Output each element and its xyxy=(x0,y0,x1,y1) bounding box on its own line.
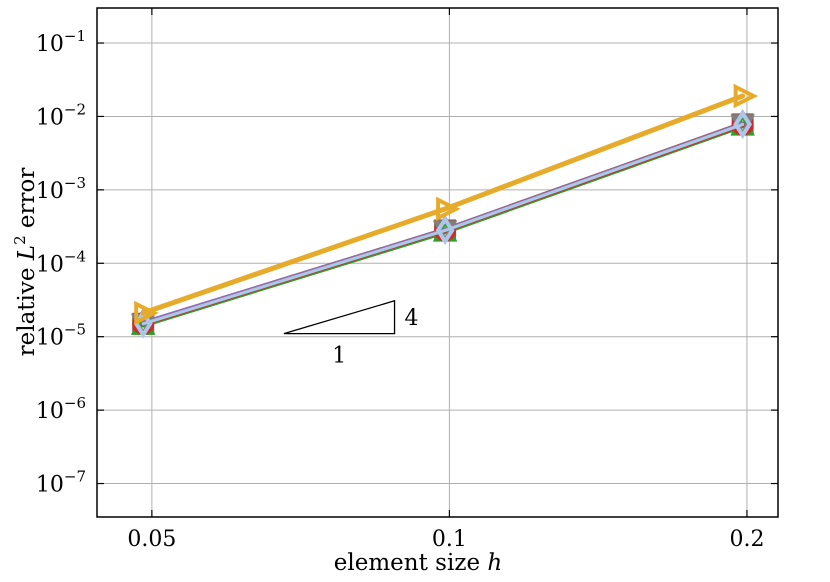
slope-rise-label: 4 xyxy=(405,306,419,331)
slope-triangle-shape xyxy=(283,299,396,335)
x-tick-label: 0.2 xyxy=(729,527,764,552)
tick-layer: 0.05 0.1 0.2 10−7 10−6 10−5 10−4 10−3 10−2 10−1 xyxy=(36,8,778,552)
diamond-marker xyxy=(435,215,455,246)
series-line xyxy=(141,122,745,326)
y-tick-label: 10−4 xyxy=(36,247,86,277)
triangle-right-marker xyxy=(134,300,159,326)
series-layer xyxy=(130,83,759,339)
plot-frame xyxy=(96,7,779,518)
y-axis-label: relative L2 error xyxy=(11,168,40,357)
y-tick-label: 10−1 xyxy=(36,27,86,57)
diamond-marker xyxy=(733,109,753,140)
y-tick-label: 10−3 xyxy=(36,174,86,204)
x-tick-label: 0.05 xyxy=(127,527,176,552)
x-axis-label: element size h xyxy=(334,550,502,576)
x-tick-label: 0.1 xyxy=(432,527,467,552)
series-line xyxy=(140,93,746,316)
slope-triangle: 14 xyxy=(283,299,419,369)
triangle-right-marker xyxy=(733,83,759,109)
triangle-right-marker xyxy=(436,196,461,222)
slope-run-label: 1 xyxy=(332,344,346,369)
series-6 xyxy=(133,109,753,339)
y-tick-label: 10−5 xyxy=(36,321,86,351)
y-tick-label: 10−2 xyxy=(36,100,86,130)
series-7 xyxy=(134,83,759,326)
y-tick-label: 10−6 xyxy=(36,394,86,424)
y-tick-label: 10−7 xyxy=(36,468,86,498)
grid-layer xyxy=(97,8,778,517)
